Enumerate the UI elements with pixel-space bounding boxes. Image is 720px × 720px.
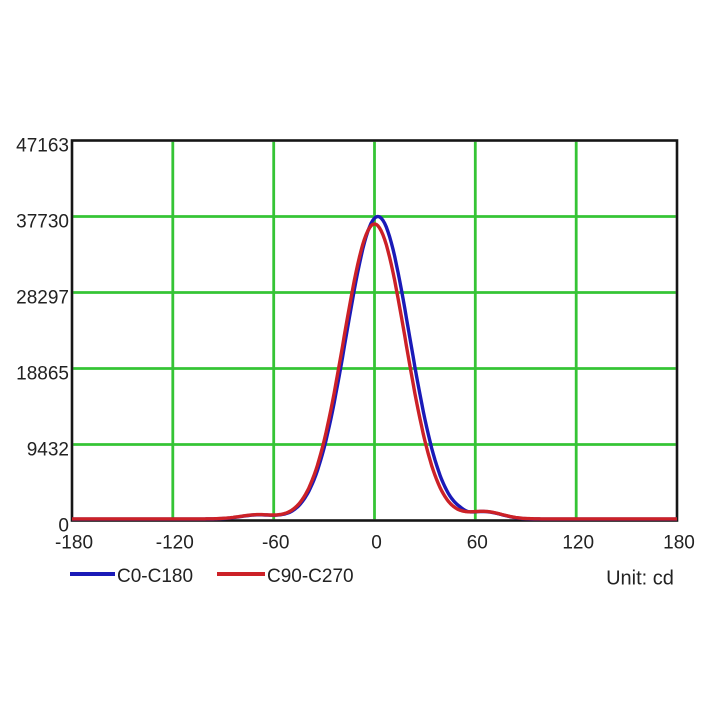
svg-text:60: 60	[467, 533, 488, 554]
svg-text:-60: -60	[262, 533, 289, 554]
svg-text:180: 180	[663, 533, 695, 554]
svg-text:47163: 47163	[16, 136, 69, 157]
svg-text:-180: -180	[55, 533, 93, 554]
svg-text:37730: 37730	[16, 212, 69, 233]
svg-text:18865: 18865	[16, 364, 69, 385]
svg-text:120: 120	[562, 533, 594, 554]
svg-text:C0-C180: C0-C180	[117, 566, 193, 587]
svg-text:0: 0	[371, 533, 382, 554]
svg-text:Unit: cd: Unit: cd	[606, 568, 674, 590]
svg-text:C90-C270: C90-C270	[267, 566, 354, 587]
svg-text:-120: -120	[156, 533, 194, 554]
svg-text:9432: 9432	[27, 440, 69, 461]
svg-text:0: 0	[58, 516, 69, 537]
svg-text:28297: 28297	[16, 288, 69, 309]
